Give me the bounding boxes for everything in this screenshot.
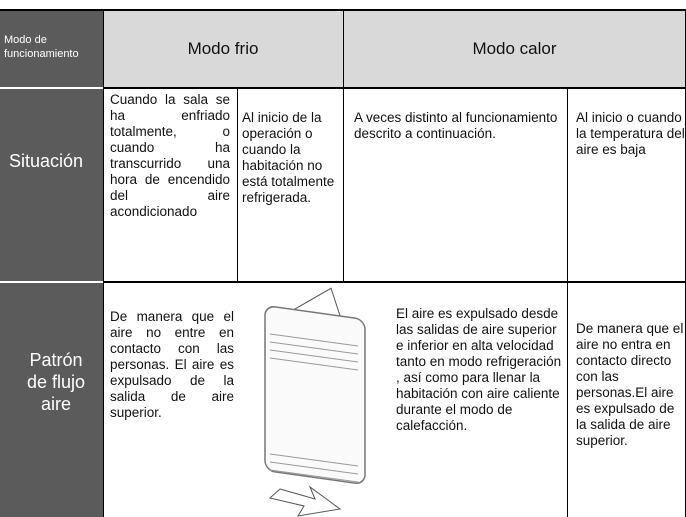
border xyxy=(103,10,104,517)
border xyxy=(103,281,686,283)
border xyxy=(0,281,103,283)
row-label: Situación xyxy=(9,151,84,171)
cell-text: Cuando la sala se ha enfriado totalmente… xyxy=(110,92,230,219)
border xyxy=(103,87,686,89)
header-cell: Modo calor xyxy=(472,39,557,58)
header-row xyxy=(103,10,686,88)
header-cell: Modo frio xyxy=(187,39,259,58)
cell-text: El aire es expulsado desde las salidas d… xyxy=(396,306,562,433)
cell-text: A veces distinto al funcionamiento descr… xyxy=(354,110,558,141)
row-header-column xyxy=(0,10,103,517)
border xyxy=(343,10,344,282)
cell-text: De manera que el aire no entra en contac… xyxy=(576,321,684,448)
cell-text: Al inicio o cuando la temperatura del ai… xyxy=(576,110,685,157)
row-label: Patrón de flujo aire xyxy=(26,350,86,414)
cell-text: De manera que el aire no entre en contac… xyxy=(110,309,234,420)
air-conditioner-illustration xyxy=(264,287,366,517)
border xyxy=(567,88,568,517)
header-cell: Modo de funcionamiento xyxy=(4,34,79,60)
border xyxy=(237,88,238,282)
cell-text: Al inicio de la operación o cuando la ha… xyxy=(242,110,335,205)
